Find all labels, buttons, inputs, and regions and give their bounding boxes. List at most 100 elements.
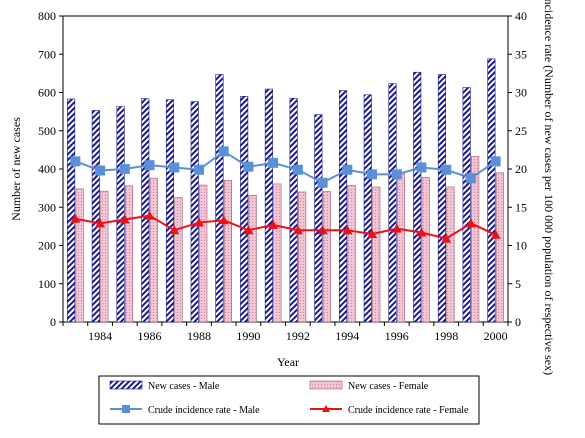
y2-tick-label: 5 [515, 277, 521, 291]
bar-female-1992 [298, 191, 307, 323]
bar-male-1998 [437, 74, 446, 323]
legend-label: New cases - Male [148, 381, 220, 392]
bar-male-1994 [339, 90, 348, 323]
legend-box [98, 375, 480, 425]
bar-female-1985 [125, 185, 134, 323]
point-male-rate-1998 [441, 164, 452, 175]
point-female-rate-1989 [218, 215, 229, 225]
x-tick-label: 1998 [434, 329, 458, 343]
point-female-rate-1994 [342, 225, 353, 235]
bar-male-1988 [190, 101, 199, 323]
bars-layer [67, 58, 504, 323]
point-male-rate-1983 [70, 156, 81, 167]
y-tick-label: 500 [38, 124, 56, 138]
y-tick-label: 600 [38, 86, 56, 100]
bar-female-1988 [199, 184, 208, 323]
point-female-rate-1996 [391, 223, 402, 233]
bar-female-1983 [75, 188, 84, 323]
x-tick-label: 2000 [484, 329, 508, 343]
legend-label: Crude incidence rate - Female [348, 405, 469, 416]
legend-marker-female [322, 405, 330, 412]
point-female-rate-1988 [193, 217, 204, 227]
bar-male-1993 [314, 114, 323, 323]
y-tick-label: 200 [38, 239, 56, 253]
point-female-rate-2000 [490, 229, 501, 239]
bar-female-1990 [248, 195, 257, 323]
x-tick-label: 1992 [286, 329, 310, 343]
bar-male-1995 [363, 94, 372, 323]
bar-male-1989 [215, 74, 224, 323]
y2-tick-label: 15 [515, 200, 527, 214]
y2-tick-label: 40 [515, 9, 527, 23]
point-male-rate-1990 [243, 161, 254, 172]
legend-label: Crude incidence rate - Male [148, 405, 260, 416]
legend-swatch-female-bars [309, 380, 343, 390]
bar-female-1996 [396, 172, 406, 323]
point-male-rate-1993 [317, 177, 328, 188]
point-female-rate-1993 [317, 225, 328, 235]
y2-tick-label: 20 [515, 162, 527, 176]
bar-male-1983 [67, 98, 76, 323]
y-tick-label: 300 [38, 200, 56, 214]
point-male-rate-1989 [218, 146, 229, 157]
line-crude-rate-male [75, 150, 497, 184]
y2-tick-label: 30 [515, 86, 527, 100]
legend-marker-male [122, 405, 130, 413]
point-male-rate-1995 [367, 169, 378, 180]
x-tick-label: 1988 [187, 329, 211, 343]
y2-tick-label: 25 [515, 124, 527, 138]
bar-female-1987 [174, 197, 183, 323]
point-male-rate-1988 [193, 164, 204, 175]
y2-axis-title: Crude incidence rate (Number of new case… [542, 0, 556, 375]
point-female-rate-1983 [70, 213, 81, 223]
x-tick-label: 1990 [236, 329, 260, 343]
point-female-rate-1997 [416, 227, 427, 237]
legend-swatch-male-bars [109, 380, 143, 390]
bar-male-1999 [462, 87, 471, 323]
bar-male-1986 [141, 98, 150, 323]
point-female-rate-1990 [243, 225, 254, 235]
x-tick-label: 1994 [335, 329, 359, 343]
bar-female-1984 [100, 190, 109, 323]
point-male-rate-1994 [342, 164, 353, 175]
point-male-rate-1996 [391, 169, 402, 180]
y-axis-title: Number of new cases [9, 117, 23, 221]
point-female-rate-1995 [367, 229, 378, 239]
y2-tick-label: 35 [515, 47, 527, 61]
bar-female-1998 [446, 186, 455, 323]
point-male-rate-1985 [119, 164, 130, 174]
x-axis-title: Year [277, 355, 299, 369]
bar-male-1996 [388, 83, 397, 323]
bar-female-1997 [421, 177, 430, 323]
axes-layer: 0 100 200 300 400 500 600 700 800 0 5 10 15 20 25 30 35 4… [38, 9, 527, 343]
point-female-rate-1999 [465, 218, 476, 228]
point-male-rate-1984 [95, 165, 106, 176]
y-tick-label: 0 [50, 315, 56, 329]
y-tick-label: 400 [38, 162, 56, 176]
bar-male-1992 [289, 97, 298, 323]
x-tick-label: 1996 [385, 329, 409, 343]
bar-male-2000 [487, 58, 496, 323]
bar-female-1999 [471, 156, 480, 323]
bar-female-1995 [372, 186, 381, 323]
legend: New cases - Male New cases - Female Crude … [98, 375, 480, 425]
point-female-rate-1987 [169, 225, 180, 235]
y2-tick-label: 0 [515, 315, 521, 329]
bar-male-1990 [240, 96, 249, 323]
y-tick-label: 800 [38, 9, 56, 23]
bar-male-1987 [165, 99, 175, 323]
point-male-rate-1987 [169, 162, 180, 173]
point-male-rate-1997 [416, 162, 427, 173]
point-female-rate-1986 [144, 210, 155, 220]
point-male-rate-1991 [268, 157, 279, 168]
bar-male-1991 [264, 88, 273, 323]
point-female-rate-1984 [95, 218, 106, 228]
point-male-rate-1992 [292, 164, 303, 175]
bar-female-2000 [495, 172, 504, 323]
x-tick-label: 1986 [138, 329, 162, 343]
point-female-rate-1985 [119, 214, 130, 224]
lines-layer [70, 146, 501, 243]
bar-male-1997 [413, 71, 422, 323]
bar-female-1991 [273, 183, 282, 323]
